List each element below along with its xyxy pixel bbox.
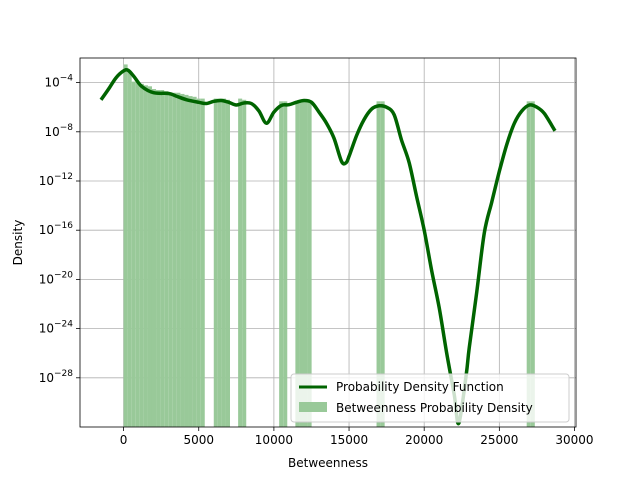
pdf-curve <box>99 67 557 426</box>
legend-box <box>290 373 570 423</box>
histogram-bar <box>135 83 140 428</box>
y-tick-label: 10−20 <box>39 270 74 286</box>
histogram-bar <box>200 98 205 428</box>
histogram-bar <box>131 81 136 427</box>
histogram-bar <box>307 100 312 427</box>
histogram-bar <box>192 96 197 427</box>
pdf-line <box>99 67 557 426</box>
legend-swatch-histogram <box>299 402 327 412</box>
histogram-bar <box>123 64 128 428</box>
histogram-bar <box>160 90 165 427</box>
histogram-bar <box>127 70 132 427</box>
x-tick-label: 30000 <box>555 433 593 447</box>
x-tick-label: 5000 <box>183 433 214 447</box>
x-tick-label: 10000 <box>255 433 293 447</box>
x-tick-label: 20000 <box>405 433 443 447</box>
histogram-bar <box>283 101 288 427</box>
y-axis-label: Density <box>11 220 25 266</box>
histogram-bar <box>156 90 161 427</box>
histogram-bar <box>530 101 535 427</box>
y-tick-label: 10−28 <box>39 369 74 385</box>
legend: Probability Density Function Betweenness… <box>290 373 570 423</box>
histogram-bar <box>380 101 385 427</box>
histogram-bars <box>123 64 535 428</box>
y-axis-ticks: 10−4 10−8 10−12 10−16 10−20 10−24 10−28 <box>39 74 80 385</box>
histogram-bar <box>299 100 304 427</box>
histogram-bar <box>180 93 185 427</box>
histogram-bar <box>238 98 243 428</box>
histogram-bar <box>168 92 173 428</box>
plot-frame <box>79 57 577 428</box>
y-tick-label: 10−4 <box>44 74 73 90</box>
histogram-bar <box>213 98 218 428</box>
y-tick-label: 10−8 <box>44 123 73 139</box>
histogram-bar <box>147 86 152 427</box>
legend-label-histogram: Betweenness Probability Density <box>336 401 533 415</box>
y-tick-label: 10−16 <box>39 221 74 237</box>
x-axis-ticks: 0 5000 10000 15000 20000 25000 30000 <box>120 427 594 447</box>
histogram-bar <box>303 100 308 427</box>
y-tick-label: 10−12 <box>39 172 73 188</box>
histogram-bar <box>242 99 247 427</box>
x-tick-label: 0 <box>120 433 128 447</box>
y-tick-label: 10−24 <box>39 320 74 336</box>
histogram-bar <box>139 83 144 427</box>
histogram-bar <box>221 98 226 428</box>
histogram-bar <box>295 100 300 427</box>
histogram-bar <box>196 98 201 428</box>
x-tick-label: 25000 <box>480 433 518 447</box>
histogram-bar <box>188 96 193 428</box>
histogram-bar <box>279 101 284 427</box>
histogram-bar <box>184 94 189 428</box>
x-tick-label: 15000 <box>330 433 368 447</box>
histogram-bar <box>526 101 531 427</box>
histogram-bar <box>217 98 222 428</box>
histogram-bar <box>172 92 177 428</box>
histogram-bar <box>225 99 231 427</box>
histogram-bar <box>176 92 181 428</box>
legend-label-pdf: Probability Density Function <box>336 380 504 394</box>
x-axis-label: Betweenness <box>288 456 368 470</box>
histogram-bar <box>164 91 169 428</box>
histogram-bar <box>151 89 157 428</box>
histogram-bar <box>143 85 148 428</box>
histogram-bar <box>376 101 381 427</box>
